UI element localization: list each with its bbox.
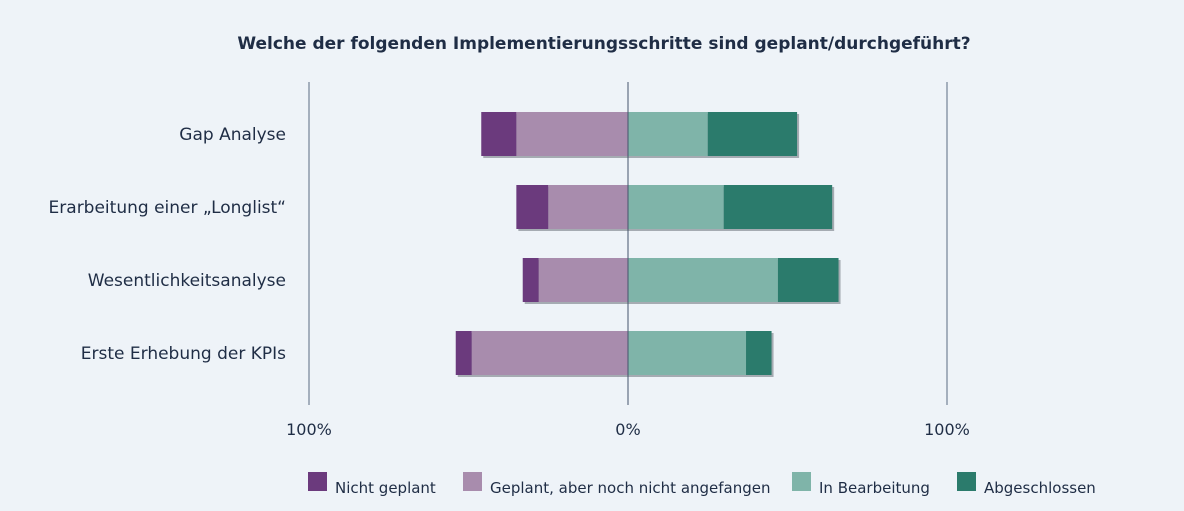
- chart-title: Welche der folgenden Implementierungssch…: [237, 34, 970, 54]
- bar-0-geplant-aber-noch-nicht-angefangen: [516, 112, 628, 156]
- category-label: Erarbeitung einer „Longlist“: [49, 198, 286, 218]
- category-label: Erste Erhebung der KPIs: [81, 344, 286, 364]
- bar-3-geplant-aber-noch-nicht-angefangen: [471, 331, 628, 375]
- bar-1-abgeschlossen: [723, 185, 833, 229]
- legend-label: Abgeschlossen: [984, 479, 1096, 497]
- bar-0-in-bearbeitung: [628, 112, 708, 156]
- legend-item: Nicht geplant: [308, 472, 436, 497]
- tick-label: 100%: [924, 420, 970, 439]
- tick-label: 0%: [615, 420, 640, 439]
- bar-2-geplant-aber-noch-nicht-angefangen: [538, 258, 628, 302]
- bar-3-nicht-geplant: [455, 331, 472, 375]
- bar-2-nicht-geplant: [522, 258, 539, 302]
- category-label: Wesentlichkeitsanalyse: [88, 271, 286, 291]
- bars: [455, 82, 841, 405]
- tick-labels: 100% 0% 100%: [286, 420, 970, 439]
- legend-swatch: [308, 472, 327, 491]
- bar-2-abgeschlossen: [777, 258, 839, 302]
- legend-item: Abgeschlossen: [957, 472, 1096, 497]
- legend-label: Geplant, aber noch nicht angefangen: [490, 479, 771, 497]
- legend-item: Geplant, aber noch nicht angefangen: [463, 472, 771, 497]
- legend-label: In Bearbeitung: [819, 479, 930, 497]
- legend-swatch: [463, 472, 482, 491]
- bar-3-in-bearbeitung: [628, 331, 747, 375]
- bar-0-abgeschlossen: [707, 112, 798, 156]
- bar-1-nicht-geplant: [516, 185, 549, 229]
- tick-label: 100%: [286, 420, 332, 439]
- bar-group-3: [455, 331, 774, 377]
- bar-3-abgeschlossen: [746, 331, 772, 375]
- bar-0-nicht-geplant: [481, 112, 517, 156]
- legend-swatch: [957, 472, 976, 491]
- category-labels: Gap Analyse Erarbeitung einer „Longlist“ W…: [49, 125, 287, 364]
- bar-group-0: [481, 112, 800, 158]
- bar-1-in-bearbeitung: [628, 185, 724, 229]
- bar-1-geplant-aber-noch-nicht-angefangen: [548, 185, 628, 229]
- legend-swatch: [792, 472, 811, 491]
- bar-group-2: [522, 258, 841, 304]
- category-label: Gap Analyse: [179, 125, 286, 145]
- legend: Nicht geplant Geplant, aber noch nicht an…: [308, 472, 1096, 497]
- legend-item: In Bearbeitung: [792, 472, 930, 497]
- bar-2-in-bearbeitung: [628, 258, 778, 302]
- legend-label: Nicht geplant: [335, 479, 436, 497]
- bar-group-1: [516, 185, 835, 231]
